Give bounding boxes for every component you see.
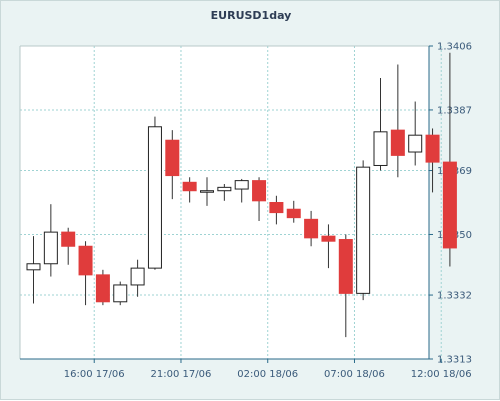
candle-body-down	[442, 161, 457, 249]
candle-body-up	[43, 231, 58, 265]
candle-body-up	[26, 263, 41, 271]
candle-body-up	[234, 180, 249, 190]
y-tick-label: 1.3406	[437, 42, 472, 53]
candle-body-down	[390, 129, 405, 156]
candle-body-up	[130, 267, 145, 286]
x-tick-label: 02:00 18/06	[237, 369, 298, 380]
x-tick-label: 07:00 18/06	[324, 369, 385, 380]
x-tick-label: 12:00 18/06	[411, 369, 472, 380]
candle-body-up	[147, 126, 162, 269]
candle-body-down	[252, 180, 267, 202]
candle-body-down	[304, 218, 319, 239]
candle-body-up	[373, 131, 388, 166]
candle-body-down	[425, 134, 440, 163]
candle-body-down	[321, 235, 336, 242]
candle-body-up	[200, 190, 214, 193]
y-tick-label: 1.3332	[437, 291, 472, 302]
candle-body-up	[113, 284, 128, 303]
candle-body-up	[356, 166, 371, 294]
candle-body-down	[78, 245, 93, 276]
y-tick-label: 1.3313	[437, 355, 472, 366]
candle-body-down	[286, 208, 301, 219]
candle-body-down	[61, 231, 76, 247]
x-tick-label: 21:00 17/06	[151, 369, 212, 380]
candle-body-up	[217, 186, 232, 192]
y-tick-label: 1.3387	[437, 105, 472, 116]
candle-body-down	[165, 139, 180, 177]
candle-body-down	[269, 202, 284, 214]
x-tick-label: 16:00 17/06	[64, 369, 125, 380]
candle-body-down	[182, 181, 197, 192]
candle-body-up	[408, 134, 423, 153]
candle-body-down	[95, 274, 110, 303]
chart-title: EURUSD1day	[210, 9, 292, 22]
candle-body-down	[338, 239, 353, 294]
